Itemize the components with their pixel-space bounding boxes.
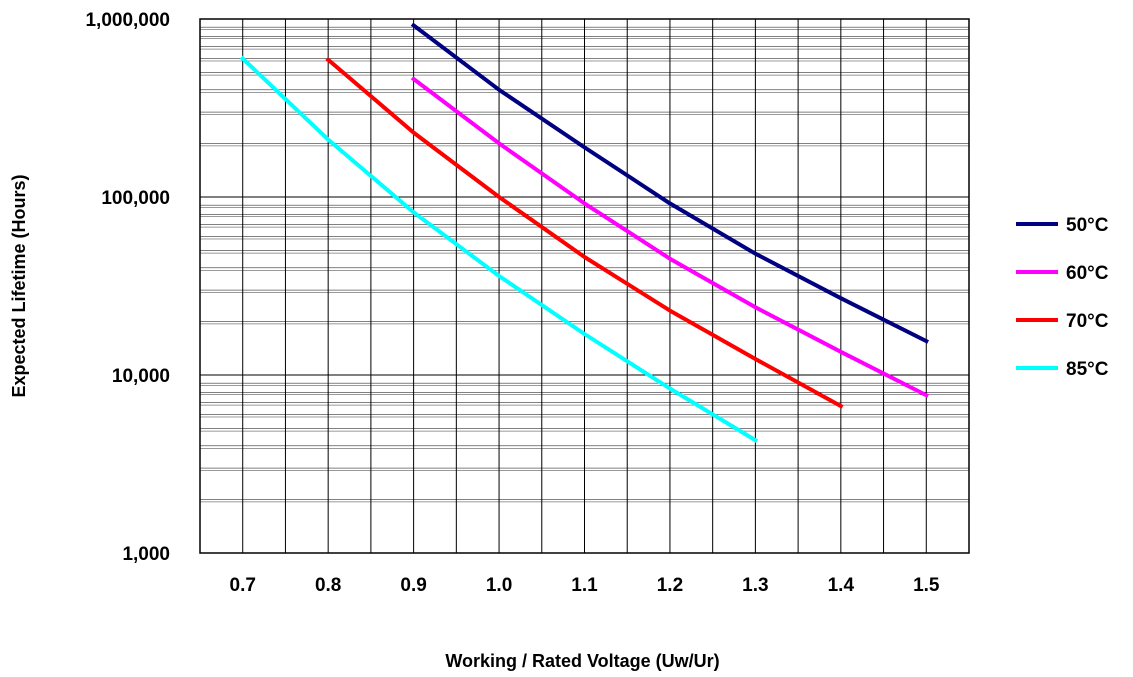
series-line-85C — [239, 55, 759, 443]
x-tick-label: 1.4 — [828, 575, 855, 596]
y-tick-label: 1,000,000 — [85, 10, 170, 31]
x-tick-label: 0.9 — [400, 575, 426, 596]
x-tick-label: 1.5 — [913, 575, 940, 596]
legend-label: 60°C — [1066, 263, 1109, 284]
y-axis-title: Expected Lifetime (Hours) — [9, 174, 29, 397]
x-tick-label: 1.1 — [571, 575, 598, 596]
x-tick-label: 0.7 — [230, 575, 256, 596]
legend-label: 70°C — [1066, 311, 1109, 332]
series-line-70C — [325, 56, 844, 409]
x-tick-label: 1.0 — [486, 575, 512, 596]
grid — [200, 19, 969, 554]
x-tick-label: 1.2 — [657, 575, 683, 596]
series-line-60C — [410, 76, 929, 398]
y-tick-label: 1,000 — [122, 544, 170, 565]
x-tick-label: 1.3 — [742, 575, 768, 596]
plot-frame — [199, 18, 970, 554]
x-axis-title: Working / Rated Voltage (Uw/Ur) — [445, 651, 719, 671]
y-tick-labels: 1,000 10,000 100,000 1,000,000 — [85, 10, 170, 565]
legend-label: 85°C — [1066, 359, 1109, 380]
series-line-50C — [410, 22, 929, 344]
legend: 50°C 60°C 70°C 85°C — [1016, 215, 1109, 380]
y-tick-label: 10,000 — [112, 366, 170, 387]
x-tick-label: 0.8 — [315, 575, 341, 596]
x-tick-labels: 0.7 0.8 0.9 1.0 1.1 1.2 1.3 1.4 1.5 — [230, 575, 940, 596]
y-tick-label: 100,000 — [101, 188, 170, 209]
legend-label: 50°C — [1066, 215, 1109, 236]
series-lines — [239, 22, 929, 443]
